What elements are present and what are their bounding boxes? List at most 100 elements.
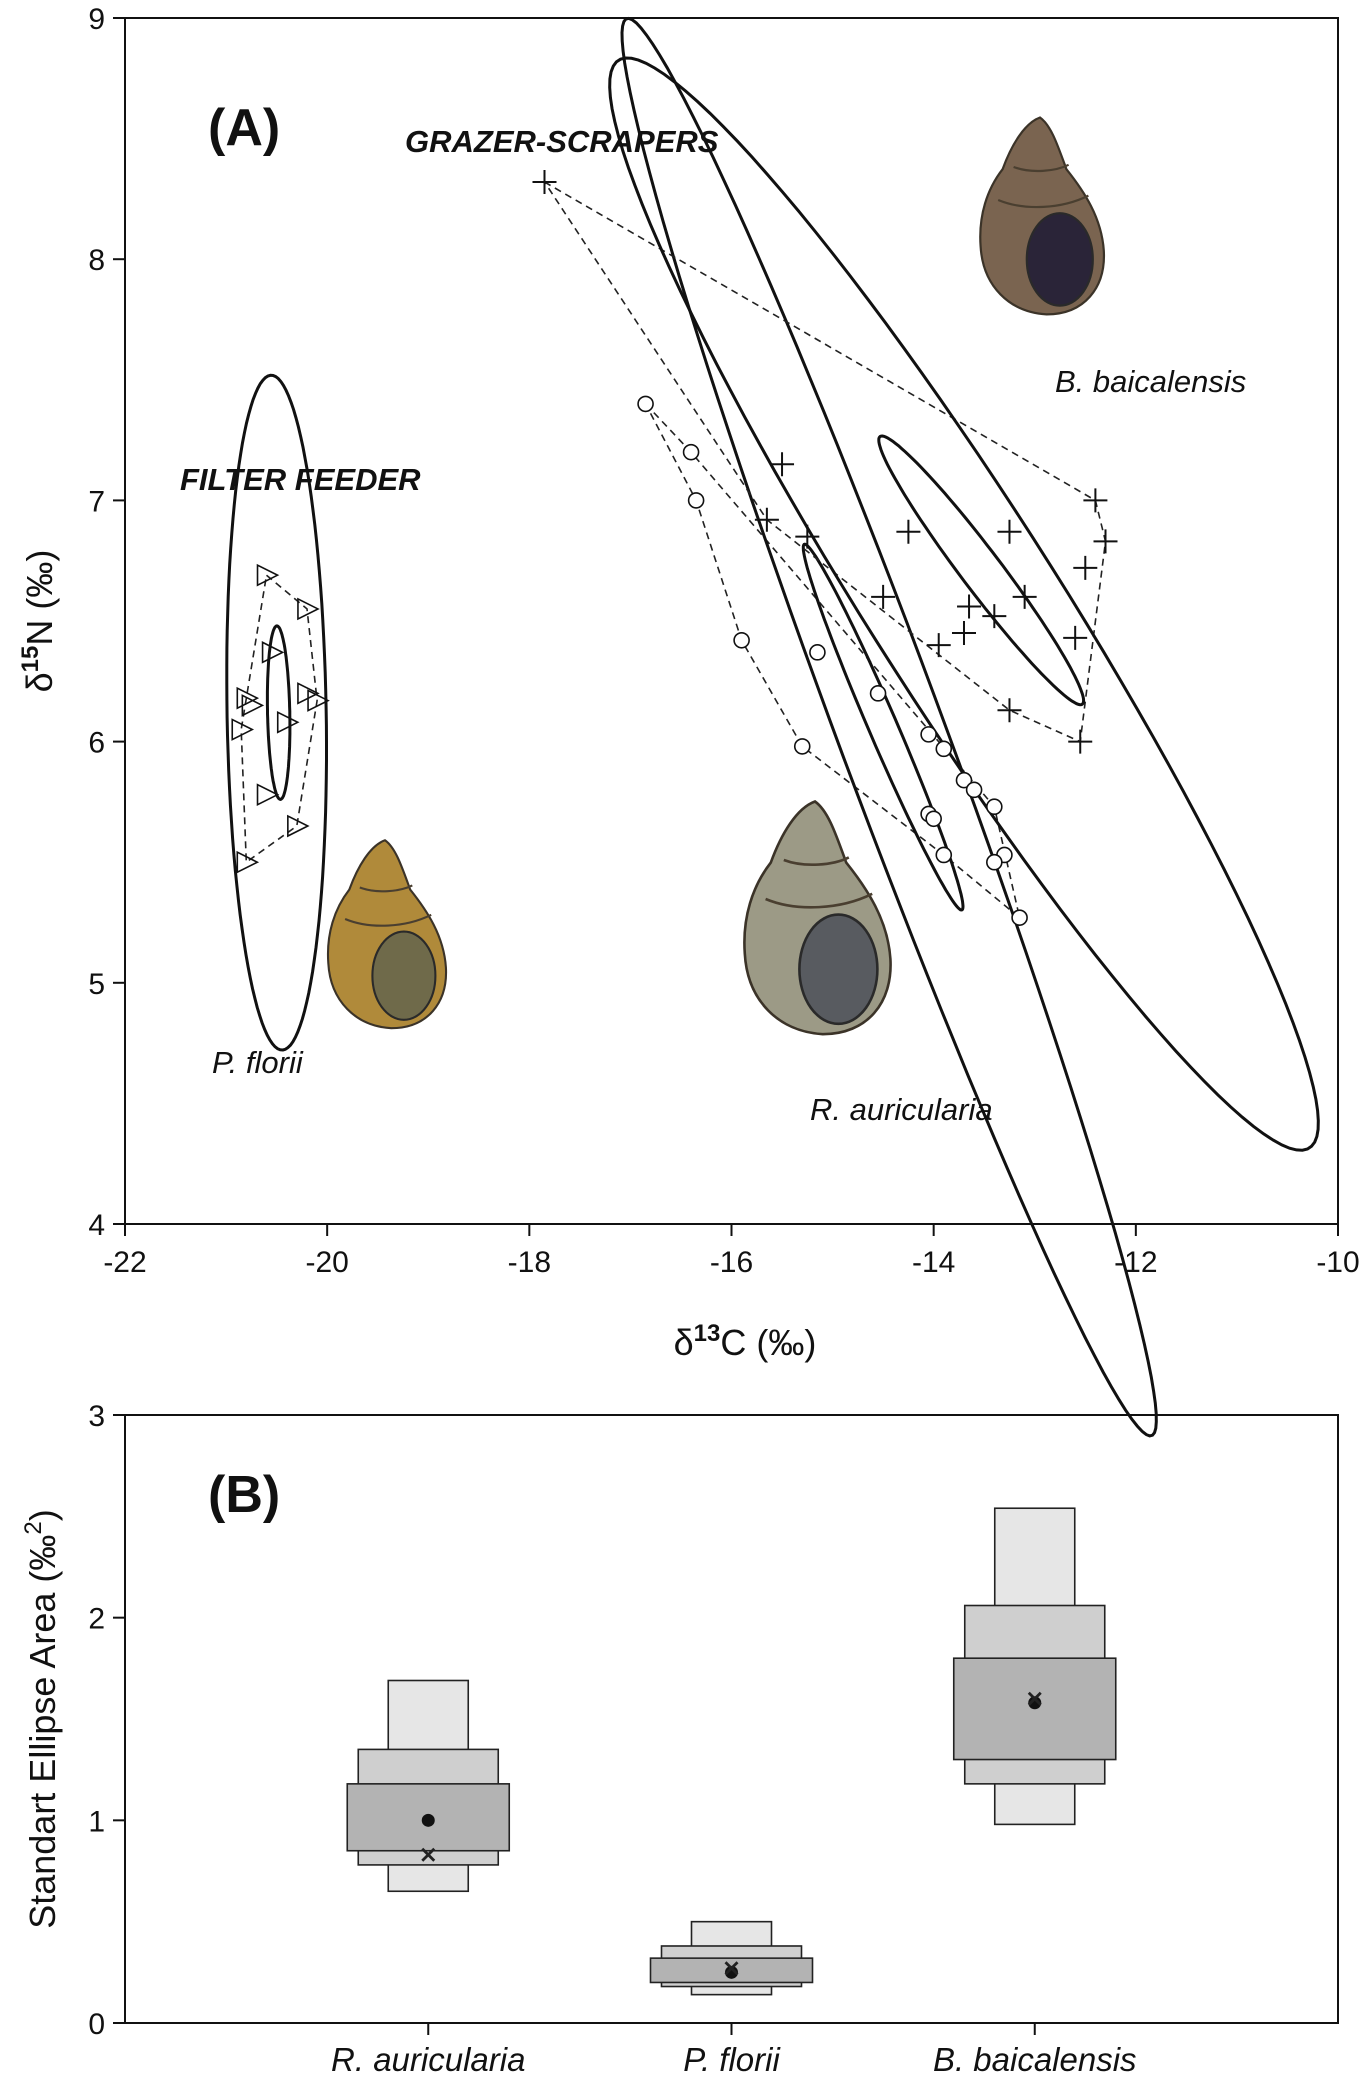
b-baicalensis-shell-suture (997, 163, 1089, 209)
b-baicalensis-point (982, 604, 1007, 629)
b-baicalensis-point (1068, 729, 1093, 754)
x-tick-label: -16 (710, 1246, 753, 1279)
p-florii-point (231, 718, 255, 741)
panel-a-label: (A) (208, 99, 280, 157)
b-baicalensis-point (957, 594, 982, 619)
b-baicalensis-point (532, 170, 557, 195)
p-florii-point (297, 597, 320, 621)
r-auricularia-mean-marker (421, 1847, 436, 1862)
p-florii-point (256, 783, 280, 806)
p-florii-point (241, 694, 265, 717)
p-florii-category-label: P. florii (683, 2041, 781, 2078)
r-auricularia-point (920, 726, 937, 743)
panel-b-density: 0 1 2 3 R. auricularia P. florii B. baicalens… (20, 1400, 1339, 2078)
b-baicalensis-ellipse-large (608, 56, 1320, 1152)
b-y-tick-label: 1 (88, 1805, 105, 1838)
b-baicalensis-point (951, 621, 976, 646)
r-auricularia-point (809, 644, 826, 661)
b-baicalensis-point (1063, 625, 1088, 650)
panel-b-y-axis-title: Standart Ellipse Area (‰2) (20, 1509, 63, 1929)
b-baicalensis-category-label: B. baicalensis (933, 2041, 1137, 2078)
x-axis-title: δ13C (‰) (674, 1320, 817, 1363)
panel-a-points (231, 170, 1118, 926)
b-y-tick-label: 0 (88, 2008, 105, 2041)
p-florii-point (256, 563, 280, 587)
panel-b-boxes (346, 1507, 1117, 1996)
x-tick-label: -22 (103, 1246, 146, 1279)
b-baicalensis-point (871, 584, 896, 609)
r-auricularia-shell-aperture (798, 913, 879, 1026)
r-auricularia-ellipse-large (620, 16, 1158, 1438)
r-auricularia-point (935, 740, 953, 758)
p-florii-point (276, 711, 300, 734)
y-tick-label: 7 (88, 485, 105, 518)
p-florii-point (236, 850, 260, 874)
grazer-scrapers-label: GRAZER-SCRAPERS (405, 124, 719, 159)
r-auricularia-point (682, 443, 700, 461)
r-auricularia-point (925, 810, 942, 828)
b-baicalensis-point (997, 698, 1022, 723)
b-baicalensis-point (1083, 488, 1108, 513)
r-auricularia-category-label: R. auricularia (331, 2041, 525, 2078)
b-baicalensis-mode-marker (1028, 1696, 1042, 1710)
panel-b-ticks: 0 1 2 3 (88, 1400, 125, 2041)
b-baicalensis-label: B. baicalensis (1055, 364, 1246, 399)
filter-feeder-label: FILTER FEEDER (180, 462, 421, 497)
r-auricularia-point (955, 771, 973, 789)
r-auricularia-point (935, 846, 953, 864)
b-y-tick-label: 2 (88, 1603, 105, 1636)
p-florii-ellipse-small (265, 624, 292, 801)
b-baicalensis-point (795, 524, 820, 549)
b-baicalensis-point (926, 633, 951, 658)
r-auricularia-point (687, 492, 705, 509)
y-tick-label: 8 (88, 244, 105, 277)
r-auricularia-point (986, 798, 1003, 816)
b-baicalensis-point (754, 507, 779, 532)
b-baicalensis-point (997, 519, 1022, 544)
x-tick-label: -18 (508, 1246, 551, 1279)
b-y-tick-label: 3 (88, 1400, 105, 1433)
p-florii-shell (326, 839, 447, 1030)
r-auricularia-point (965, 781, 983, 799)
r-auricularia-point (986, 853, 1003, 871)
p-florii-point (236, 686, 260, 710)
p-florii-mean-marker (724, 1961, 739, 1976)
r-auricularia-shell-suture (765, 856, 873, 909)
y-tick-label: 6 (88, 727, 105, 760)
p-florii-label: P. florii (212, 1045, 304, 1080)
r-auricularia-mode-marker (421, 1813, 435, 1827)
r-auricularia-shell (743, 800, 892, 1036)
x-tick-label: -10 (1316, 1246, 1359, 1279)
b-baicalensis-point (1012, 584, 1037, 609)
p-florii-shell-suture (344, 884, 432, 927)
r-auricularia-point (733, 631, 750, 649)
y-axis-title: δ15N (‰) (17, 550, 60, 693)
r-auricularia-label: R. auricularia (810, 1092, 993, 1127)
x-tick-label: -14 (912, 1246, 955, 1279)
y-tick-label: 9 (88, 3, 105, 36)
r-auricularia-point (637, 395, 654, 413)
panel-b-label: (B) (208, 1466, 280, 1524)
p-florii-point (287, 814, 310, 838)
r-auricularia-point (793, 738, 811, 755)
shell-illustrations (326, 116, 1105, 1036)
x-tick-label: -20 (305, 1246, 348, 1279)
p-florii-point (307, 689, 330, 712)
r-auricularia-ellipse-small (801, 542, 965, 912)
b-baicalensis-point (1093, 529, 1118, 554)
p-florii-shell-aperture (371, 930, 437, 1021)
r-auricularia-point (869, 685, 887, 702)
p-florii-point (261, 641, 285, 664)
panel-b-category-labels: R. auricularia P. florii B. baicalensis (331, 2023, 1137, 2078)
p-florii-ellipse-large (225, 373, 328, 1052)
b-baicalensis-shell-aperture (1025, 212, 1094, 307)
b-baicalensis-point (896, 519, 921, 544)
y-tick-label: 4 (88, 1209, 105, 1242)
p-florii-mode-marker (725, 1965, 738, 1979)
b-baicalensis-ellipse-small (877, 434, 1086, 707)
p-florii-convex-hull (240, 573, 318, 864)
y-tick-label: 5 (88, 968, 105, 1001)
